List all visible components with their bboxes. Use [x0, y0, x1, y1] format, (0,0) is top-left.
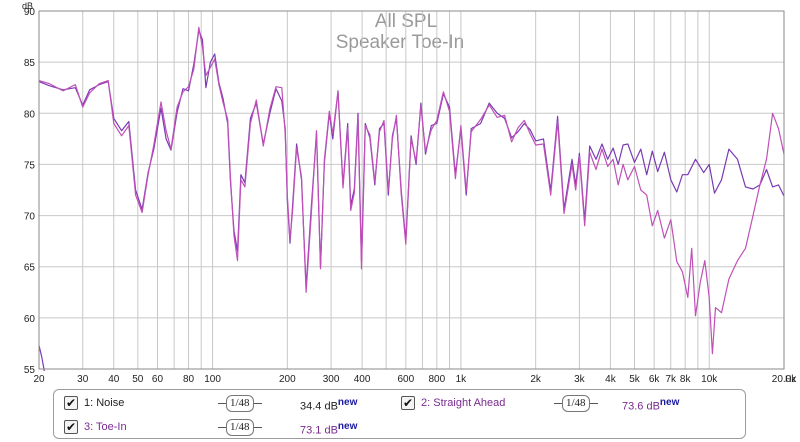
y-tick-label: 80: [24, 109, 36, 120]
legend-item-toe-in[interactable]: ✔ 3: Toe-In: [64, 417, 127, 437]
straight-ahead-smoothing[interactable]: 1/48: [554, 395, 598, 412]
noise-smoothing-value: 1/48: [226, 395, 254, 412]
x-tick-label: 60: [152, 374, 164, 385]
x-tick-label: 5k: [629, 374, 641, 385]
straight-ahead-label: 2: Straight Ahead: [421, 397, 506, 409]
legend-item-straight-ahead[interactable]: ✔ 2: Straight Ahead: [401, 393, 505, 413]
chart-subtitle: Speaker Toe-In: [336, 32, 465, 53]
series-line-noise: [38, 345, 45, 372]
y-tick-label: 90: [24, 7, 36, 18]
toe-in-smoothing[interactable]: 1/48: [218, 419, 262, 436]
y-tick-label: 75: [24, 160, 36, 171]
toe-in-new-tag: new: [337, 421, 358, 432]
x-tick-label: 8k: [680, 374, 692, 385]
x-tick-label: 20: [33, 374, 45, 385]
noise-checkbox[interactable]: ✔: [64, 396, 78, 410]
plot-frame: [38, 10, 785, 370]
x-tick-label: 800: [429, 374, 446, 385]
x-tick-label: 100: [204, 374, 221, 385]
x-tick-label: 10k: [701, 374, 718, 385]
x-tick-label: 20.0k: [772, 374, 797, 385]
x-unit-label: Hz: [785, 374, 796, 384]
x-tick-label: 50: [132, 374, 144, 385]
x-tick-label: 300: [323, 374, 340, 385]
frequency-response-chart: All SPL Speaker Toe-In dB Hz 20 30 40 50 60 8…: [22, 1, 797, 385]
series-lines: [38, 26, 785, 372]
x-tick-label: 40: [108, 374, 120, 385]
straight-ahead-value: 73.6 dBnew: [622, 397, 680, 413]
x-tick-label: 2k: [530, 374, 542, 385]
noise-smoothing[interactable]: 1/48: [218, 395, 262, 412]
y-tick-label: 60: [24, 314, 36, 325]
toe-in-checkbox[interactable]: ✔: [64, 420, 78, 434]
toe-in-value: 73.1 dBnew: [300, 421, 358, 437]
x-tick-label: 600: [397, 374, 414, 385]
y-tick-label: 85: [24, 58, 36, 69]
noise-new-tag: new: [337, 397, 358, 408]
y-tick-label: 55: [24, 365, 36, 376]
x-tick-label: 30: [77, 374, 89, 385]
toe-in-smoothing-value: 1/48: [226, 419, 254, 436]
series-line-toe-in: [38, 26, 785, 355]
straight-ahead-checkbox[interactable]: ✔: [401, 396, 415, 410]
x-tick-label: 400: [354, 374, 371, 385]
legend-item-noise[interactable]: ✔ 1: Noise: [64, 393, 124, 413]
x-tick-label: 200: [279, 374, 296, 385]
grid-lines: [39, 10, 784, 370]
y-tick-label: 70: [24, 212, 36, 223]
noise-value: 34.4 dBnew: [300, 397, 358, 413]
axis-ticks: 20 30 40 50 60 80 100 200 300 400 600 800 1k 2k 3k 4k 5k…: [24, 7, 797, 385]
x-tick-label: 6k: [649, 374, 661, 385]
x-tick-label: 7k: [665, 374, 677, 385]
y-tick-label: 65: [24, 263, 36, 274]
straight-ahead-smoothing-value: 1/48: [562, 395, 590, 412]
x-tick-label: 3k: [574, 374, 586, 385]
legend-panel: ✔ 1: Noise 1/48 34.4 dBnew ✔ 2: Straight…: [53, 389, 746, 439]
y-unit-label: dB: [22, 1, 33, 11]
toe-in-label: 3: Toe-In: [84, 421, 127, 433]
x-tick-label: 1k: [456, 374, 468, 385]
x-tick-label: 80: [183, 374, 195, 385]
x-tick-label: 4k: [605, 374, 617, 385]
noise-label: 1: Noise: [84, 397, 125, 409]
straight-ahead-new-tag: new: [659, 397, 680, 408]
